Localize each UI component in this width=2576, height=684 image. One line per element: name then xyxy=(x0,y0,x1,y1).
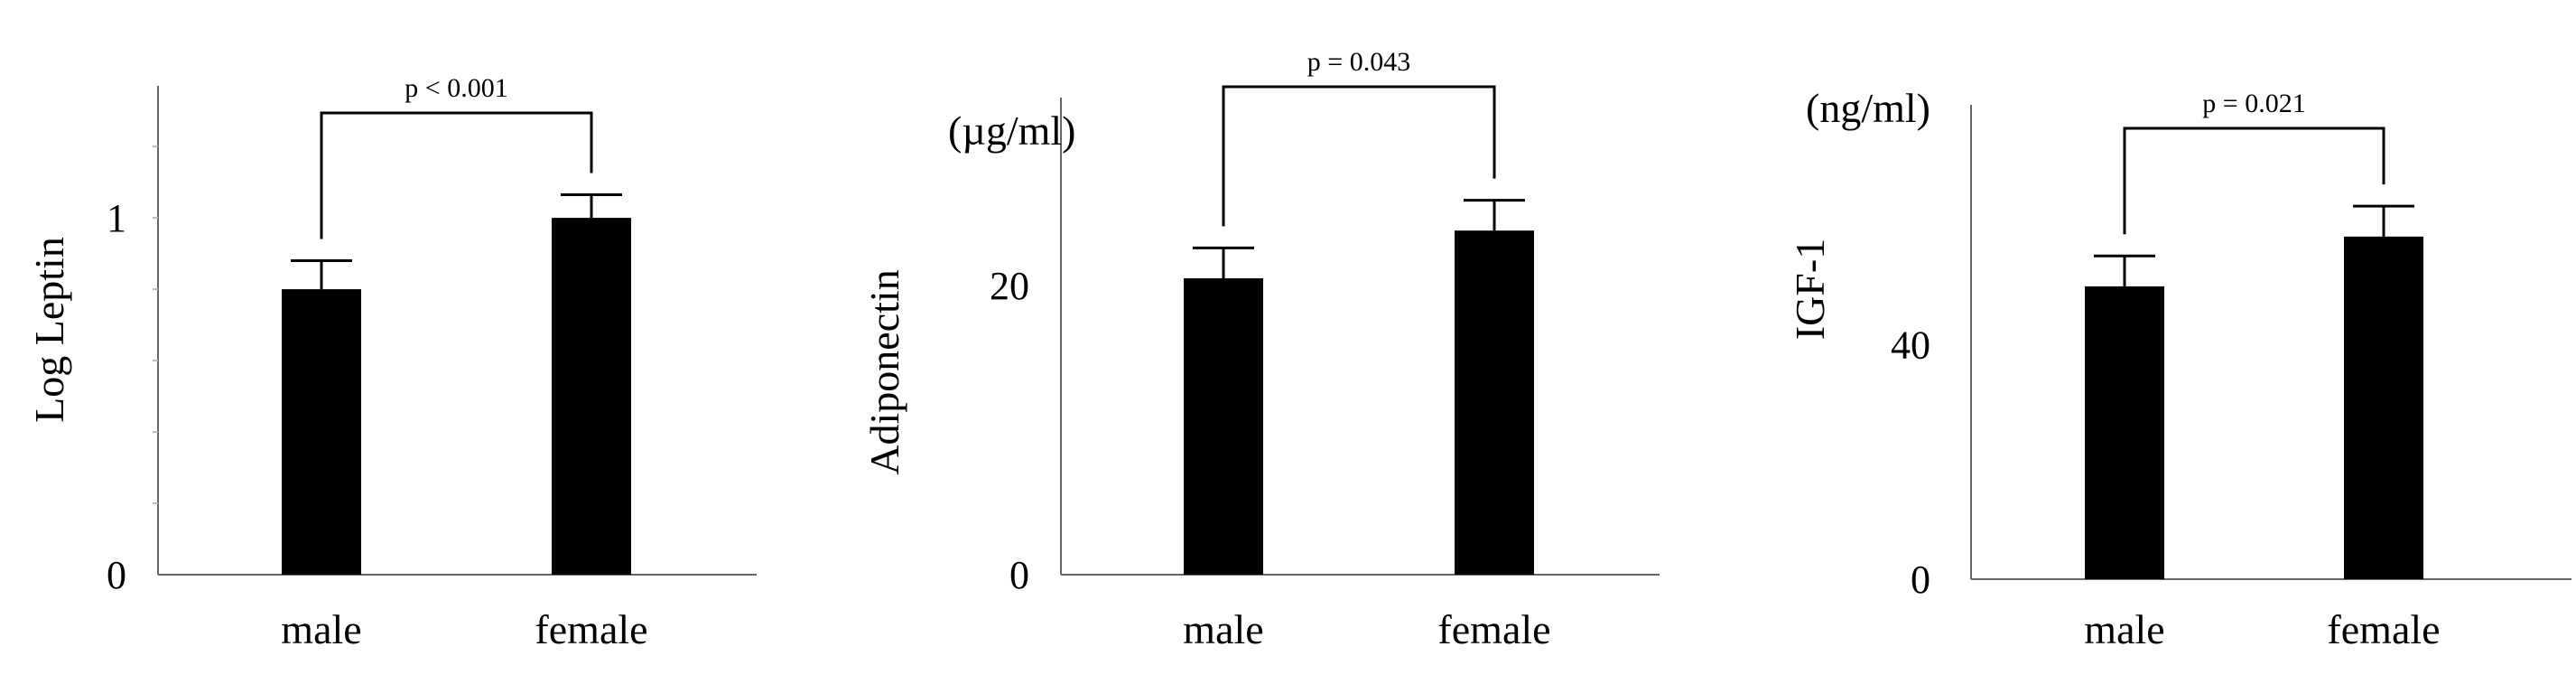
category-label: male xyxy=(1183,606,1263,652)
y-tick-label: 20 xyxy=(990,264,1029,308)
bar-female xyxy=(2344,236,2423,579)
y-tick-label: 40 xyxy=(1891,323,1930,368)
bar-male xyxy=(282,289,361,575)
y-axis-label: IGF-1 xyxy=(1787,239,1833,340)
y-unit-label: (ng/ml) xyxy=(1806,85,1930,131)
p-value-annotation: p < 0.001 xyxy=(405,73,507,103)
y-unit-label: (µg/ml) xyxy=(948,108,1075,154)
p-value-annotation: p = 0.021 xyxy=(2202,89,2305,118)
chart-panel-3: 0 40 IGF-1 (ng/ml) male female p = 0.021 xyxy=(1787,85,2571,652)
chart-panel-2: 0 20 Adiponectin (µg/ml) male female p = 0.043 xyxy=(861,47,1660,652)
y-axis-label: Log Leptin xyxy=(26,237,72,423)
bar-male xyxy=(2085,286,2164,579)
bar-female xyxy=(1455,230,1534,575)
y-tick-label: 0 xyxy=(1911,558,1930,602)
p-value-annotation: p = 0.043 xyxy=(1307,47,1410,77)
category-label: female xyxy=(535,606,647,652)
category-label: female xyxy=(2327,606,2440,652)
y-tick-label: 1 xyxy=(107,196,126,240)
bar-female xyxy=(552,218,631,575)
significance-bracket xyxy=(1222,85,1496,227)
chart-panel-1: 0 1 Log Leptin male female p < 0.001 xyxy=(26,73,757,652)
significance-bracket xyxy=(320,111,593,239)
significance-bracket xyxy=(2123,126,2385,235)
y-axis-label: Adiponectin xyxy=(861,269,907,474)
category-label: male xyxy=(281,606,361,652)
y-tick-label: 0 xyxy=(1009,553,1029,597)
category-label: male xyxy=(2084,606,2164,652)
category-label: female xyxy=(1437,606,1550,652)
bar-male xyxy=(1184,278,1263,575)
y-tick-label: 0 xyxy=(107,553,126,597)
